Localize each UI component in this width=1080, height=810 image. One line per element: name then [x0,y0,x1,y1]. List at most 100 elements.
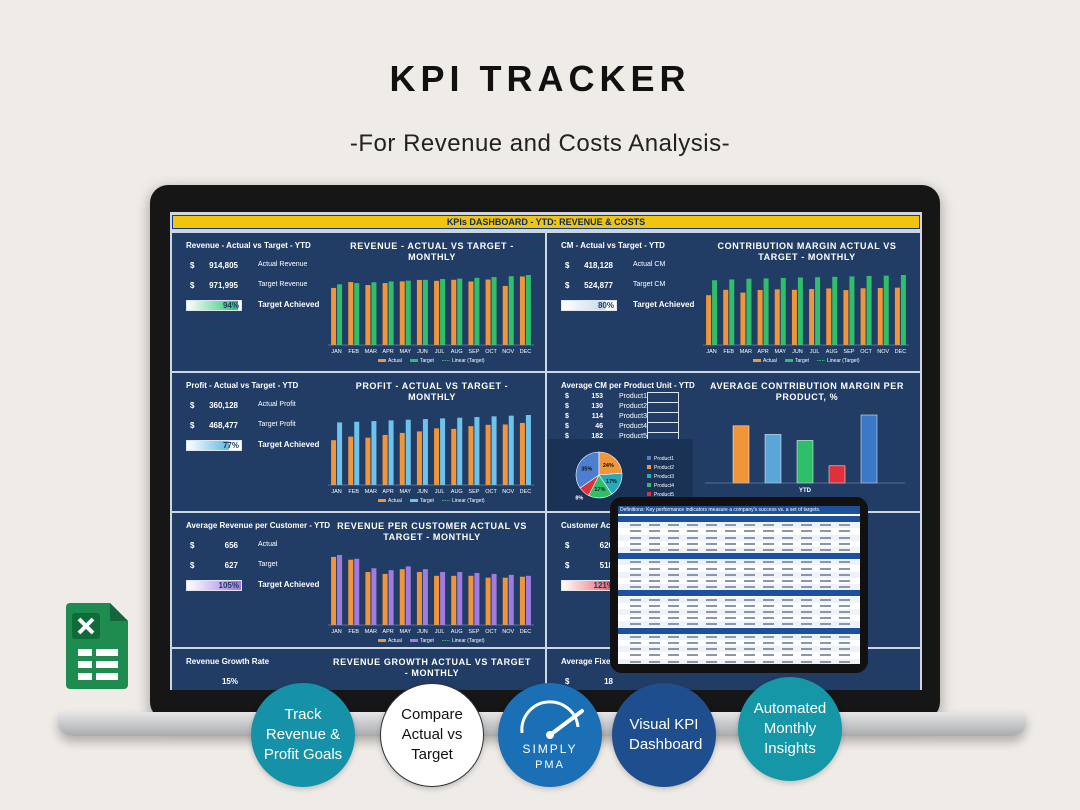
cell [763,611,774,613]
cell [820,648,831,651]
cell [668,642,679,644]
table-row [618,590,860,597]
cell [687,635,698,638]
cell [801,598,812,601]
cell [782,524,793,527]
table-row [618,609,860,615]
month-label: FEB [348,629,359,635]
cell [687,611,698,613]
month-label: MAR [365,489,377,495]
monthly-chart: JAN FEB MAR APR MAY JUN JUL AUG SEP OCT NOV DEC Actu… [328,555,534,644]
cell [820,654,831,657]
cell [649,623,660,626]
cell [744,524,755,527]
cell [820,530,831,533]
cell [630,542,641,545]
month-label: MAY [399,489,411,495]
cell [763,635,774,638]
cell [725,561,736,564]
bar [451,428,457,485]
cell [820,567,831,570]
cell [630,530,641,533]
bar [849,276,855,345]
bar [525,575,531,625]
monthly-chart: JAN FEB MAR APR MAY JUN JUL AUG SEP OCT NOV DEC Actu… [703,275,909,364]
cell [630,604,641,607]
currency: $ [565,677,570,686]
progress-caption: Target Achieved [633,300,695,309]
currency: $ [565,413,569,420]
bar [894,287,900,345]
month-label: MAR [365,349,377,355]
bar [796,440,814,484]
cell [801,573,812,576]
cell [801,611,812,613]
cell [744,617,755,620]
panel-title: Revenue - Actual vs Target - YTD [186,241,311,250]
kpi-value: 518 [599,561,613,570]
cell [820,611,831,613]
month-label: FEB [723,349,734,355]
cell [820,617,831,620]
badge-text: Compare Actual vs Target [401,706,463,763]
kpi-value: 914,805 [209,261,238,270]
tablet-screen: Definitions: Key performance indicators … [618,506,860,664]
bar [809,289,815,345]
month-label: NOV [502,489,514,495]
monthly-chart: JAN FEB MAR APR MAY JUN JUL AUG SEP OCT NOV DEC Actu… [328,415,534,504]
cell [668,611,679,613]
bar [337,422,343,485]
bar [485,424,491,485]
cell [801,561,812,564]
cell [839,598,850,601]
tablet: Definitions: Key performance indicators … [610,497,868,673]
currency: $ [565,541,570,550]
month-label: SEP [468,629,479,635]
pie-slice [598,451,623,476]
cell [820,549,831,551]
month-label: SEP [843,349,854,355]
bar [706,295,712,345]
cell [725,586,736,589]
progress-caption: Target Achieved [258,440,320,449]
cell [687,561,698,564]
bar [729,279,735,345]
bar [388,281,394,345]
bar [732,425,750,484]
cell [668,623,679,626]
table-row [618,615,860,622]
cell [782,542,793,545]
progress-label: 77% [222,441,239,450]
month-label: JAN [331,629,341,635]
panel-title: Average Fixe [561,657,611,666]
cell [744,648,755,651]
cell [649,642,660,644]
cell [763,567,774,570]
bar [826,288,832,345]
cell [668,654,679,657]
cell [687,617,698,620]
cell [820,524,831,527]
cell [687,580,698,582]
cell [630,561,641,564]
bar [474,277,480,345]
cell [687,654,698,657]
panel-title: Profit - Actual vs Target - YTD [186,381,299,390]
currency: $ [565,423,569,430]
cell [687,604,698,607]
cell [706,561,717,564]
cell [763,660,774,663]
product-label: Product4 [619,423,648,430]
legend-label: Linear (Target) [827,358,860,364]
bar [519,422,525,485]
bar [502,285,508,345]
cell [763,530,774,533]
month-label: SEP [468,489,479,495]
product-label: Product5 [619,433,648,440]
kpi-label: Target Revenue [258,281,308,288]
chart-title: REVENUE PER CUSTOMER ACTUAL VS TARGET - … [337,521,527,542]
cell [744,536,755,539]
bar [502,577,508,625]
cell [839,524,850,527]
month-label: JAN [331,349,341,355]
